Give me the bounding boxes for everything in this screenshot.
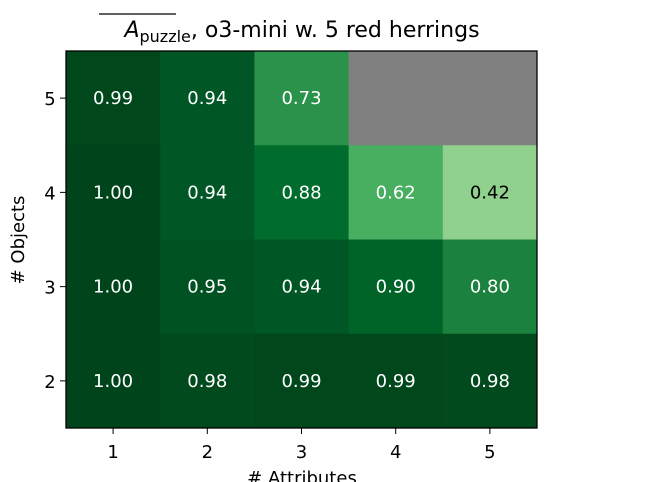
y-axis-ticks: 5 4 3 2 (44, 89, 66, 393)
heatmap-cell (348, 145, 444, 240)
heatmap-cell (160, 239, 255, 335)
y-axis-label: # Objects (8, 196, 29, 285)
x-tick-label: 1 (107, 442, 118, 463)
cell-value-label: 0.99 (93, 88, 133, 109)
x-tick-label: 4 (390, 442, 401, 463)
heatmap-cell (348, 239, 444, 335)
cell-value-label: 0.62 (376, 182, 416, 203)
cell-value-label: 1.00 (93, 277, 133, 298)
cell-value-label: 0.88 (281, 182, 321, 203)
x-tick-label: 5 (484, 442, 495, 463)
heatmap-cell (442, 239, 538, 335)
cell-value-label: 0.99 (376, 371, 416, 392)
heatmap-cell (160, 145, 255, 240)
heatmap-cell (254, 145, 350, 240)
cell-value-label: 0.99 (281, 371, 321, 392)
title-symbol: A (122, 18, 139, 43)
chart-title: Apuzzle, o3-mini w. 5 red herrings (122, 18, 479, 46)
cell-labels: 0.99 0.94 0.73 1.00 0.94 0.88 0.62 0.42 1.00 0.95… (93, 88, 510, 392)
heatmap-cell (160, 51, 255, 146)
x-axis-label: # Attributes (247, 468, 357, 482)
cell-value-label: 1.00 (93, 371, 133, 392)
heatmap-cell (254, 239, 350, 335)
cell-value-label: 0.94 (187, 182, 227, 203)
y-tick-label: 5 (44, 89, 55, 110)
cell-value-label: 0.94 (281, 277, 321, 298)
cell-value-label: 0.95 (187, 277, 227, 298)
heatmap-cell (442, 145, 538, 240)
y-tick-label: 2 (44, 372, 55, 393)
heatmap-cell (66, 51, 161, 146)
title-rest: , o3-mini w. 5 red herrings (191, 18, 480, 43)
heatmap-cell (348, 333, 444, 429)
cell-value-label: 1.00 (93, 182, 133, 203)
heatmap-cell (442, 51, 538, 146)
x-tick-label: 2 (202, 442, 213, 463)
heatmap-cells (66, 51, 538, 429)
heatmap-cell (66, 239, 161, 335)
cell-value-label: 0.80 (470, 277, 510, 298)
x-tick-label: 3 (296, 442, 307, 463)
cell-value-label: 0.98 (470, 371, 510, 392)
heatmap-cell (442, 333, 538, 429)
y-tick-label: 4 (44, 183, 55, 204)
x-axis-ticks: 1 2 3 4 5 (107, 428, 496, 463)
heatmap-cell (254, 333, 350, 429)
cell-value-label: 0.90 (376, 277, 416, 298)
cell-value-label: 0.94 (187, 88, 227, 109)
title-subscript: puzzle (140, 27, 191, 46)
cell-value-label: 0.73 (281, 88, 321, 109)
cell-value-label: 0.98 (187, 371, 227, 392)
cell-value-label: 0.42 (470, 182, 510, 203)
heatmap-cell (160, 333, 255, 429)
heatmap-cell (254, 51, 350, 146)
y-tick-label: 3 (44, 278, 55, 299)
heatmap-cell (66, 333, 161, 429)
heatmap-cell (348, 51, 444, 146)
heatmap-cell (66, 145, 161, 240)
